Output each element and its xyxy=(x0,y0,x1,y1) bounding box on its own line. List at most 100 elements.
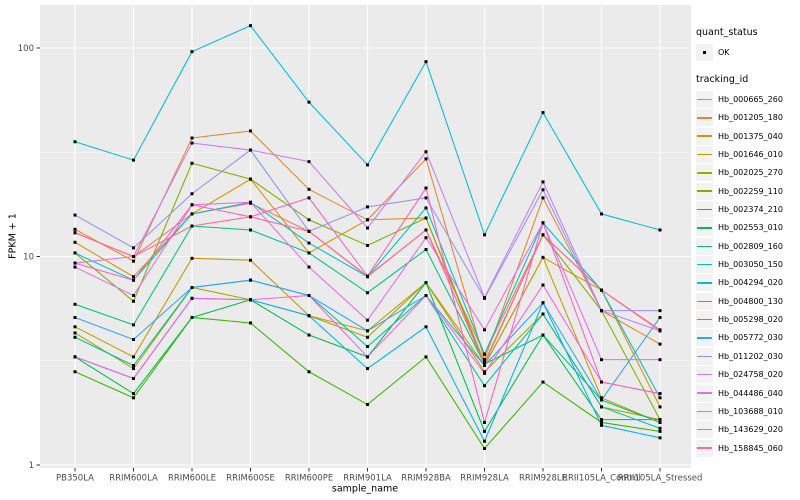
data-point xyxy=(190,203,194,207)
x-tick-label: RRIM600PE xyxy=(285,474,333,484)
data-point xyxy=(658,426,662,430)
legend-item-label: Hb_000665_260 xyxy=(718,95,783,105)
data-point xyxy=(132,299,135,303)
data-point xyxy=(541,233,545,237)
plot-panel xyxy=(40,5,691,468)
data-point xyxy=(424,186,428,190)
data-point xyxy=(541,188,545,192)
data-point xyxy=(132,259,135,263)
data-point xyxy=(366,274,369,278)
data-point xyxy=(600,309,603,313)
legend-item-label: Hb_024758_020 xyxy=(718,370,783,380)
data-point xyxy=(249,321,252,325)
data-point xyxy=(424,60,428,64)
legend-item-label: Hb_004800_130 xyxy=(718,296,783,306)
data-point xyxy=(73,265,77,269)
data-point xyxy=(658,358,662,362)
data-point xyxy=(249,258,252,262)
data-point xyxy=(307,241,311,245)
data-point xyxy=(190,136,194,140)
legend-item-quant-status: OK xyxy=(696,43,800,61)
line-swatch-icon xyxy=(697,282,712,284)
data-point xyxy=(190,296,194,300)
data-point xyxy=(132,396,135,400)
data-point xyxy=(366,226,369,230)
legend-item-tracking-id: Hb_004800_130 xyxy=(696,292,800,310)
legend-key-line xyxy=(696,347,713,365)
data-point xyxy=(307,218,311,222)
legend-item-tracking-id: Hb_002025_270 xyxy=(696,164,800,182)
line-swatch-icon xyxy=(697,447,712,449)
legend-key-line xyxy=(696,182,713,200)
line-swatch-icon xyxy=(697,373,712,376)
data-point xyxy=(600,398,603,402)
legend-key-line xyxy=(696,164,713,182)
data-point xyxy=(73,227,77,231)
data-point xyxy=(190,286,194,290)
data-point xyxy=(132,323,135,327)
legend-item-label: Hb_003050_150 xyxy=(718,260,783,270)
data-point xyxy=(600,396,603,400)
data-point xyxy=(600,212,603,216)
line-swatch-icon xyxy=(697,135,712,137)
line-swatch-icon xyxy=(697,410,712,413)
legend-item-label: Hb_001375_040 xyxy=(718,131,783,141)
data-point xyxy=(541,180,545,184)
x-tick-label: RRII105LA_Stressed xyxy=(618,474,703,484)
legend-key-line xyxy=(696,109,713,127)
data-point xyxy=(73,251,77,255)
data-point xyxy=(483,446,486,450)
data-point xyxy=(541,196,545,200)
data-point xyxy=(366,345,369,349)
legend-item-tracking-id: Hb_005298_020 xyxy=(696,310,800,329)
line-swatch-icon xyxy=(697,98,712,101)
data-point xyxy=(658,429,662,433)
data-point xyxy=(307,100,311,104)
data-point xyxy=(73,213,77,217)
data-point xyxy=(190,256,194,260)
legend-item-tracking-id: Hb_002259_110 xyxy=(696,182,800,200)
data-point xyxy=(190,161,194,165)
data-point xyxy=(600,358,603,362)
data-point xyxy=(366,243,369,247)
data-point xyxy=(541,301,545,305)
data-point xyxy=(73,302,77,306)
data-point xyxy=(249,24,252,28)
legend-key-line xyxy=(696,146,713,164)
legend-item-tracking-id: Hb_002374_210 xyxy=(696,200,800,219)
legend-tracking-id-items: Hb_000665_260 Hb_001205_180 Hb_001375_040 H… xyxy=(696,90,800,457)
data-point xyxy=(366,403,369,407)
data-point xyxy=(132,275,135,279)
data-point xyxy=(249,129,252,133)
legend-key-line xyxy=(696,439,713,457)
data-point xyxy=(73,140,77,144)
y-tick-label: 10 xyxy=(23,252,34,262)
data-point xyxy=(366,318,369,322)
legend-key-point xyxy=(696,43,713,61)
data-point xyxy=(658,418,662,422)
data-point xyxy=(366,367,369,371)
data-point xyxy=(132,337,135,341)
data-point xyxy=(132,246,135,250)
data-point xyxy=(73,231,77,235)
data-point xyxy=(132,367,135,371)
data-point xyxy=(366,335,369,339)
data-point xyxy=(541,380,545,384)
data-point xyxy=(658,420,662,424)
line-swatch-icon xyxy=(697,337,712,339)
data-point xyxy=(132,376,135,380)
data-point xyxy=(366,291,369,295)
data-point xyxy=(600,423,603,427)
data-point xyxy=(132,364,135,368)
data-point xyxy=(307,314,311,318)
data-point xyxy=(600,380,603,384)
legend-key-line xyxy=(696,237,713,255)
data-point xyxy=(424,196,428,200)
data-point xyxy=(541,333,545,337)
legend-key-line xyxy=(696,311,713,329)
line-swatch-icon xyxy=(697,428,712,431)
data-point xyxy=(483,233,486,237)
data-point xyxy=(541,283,545,287)
legend-item-label: Hb_001205_180 xyxy=(718,113,783,123)
line-swatch-icon xyxy=(697,172,712,174)
